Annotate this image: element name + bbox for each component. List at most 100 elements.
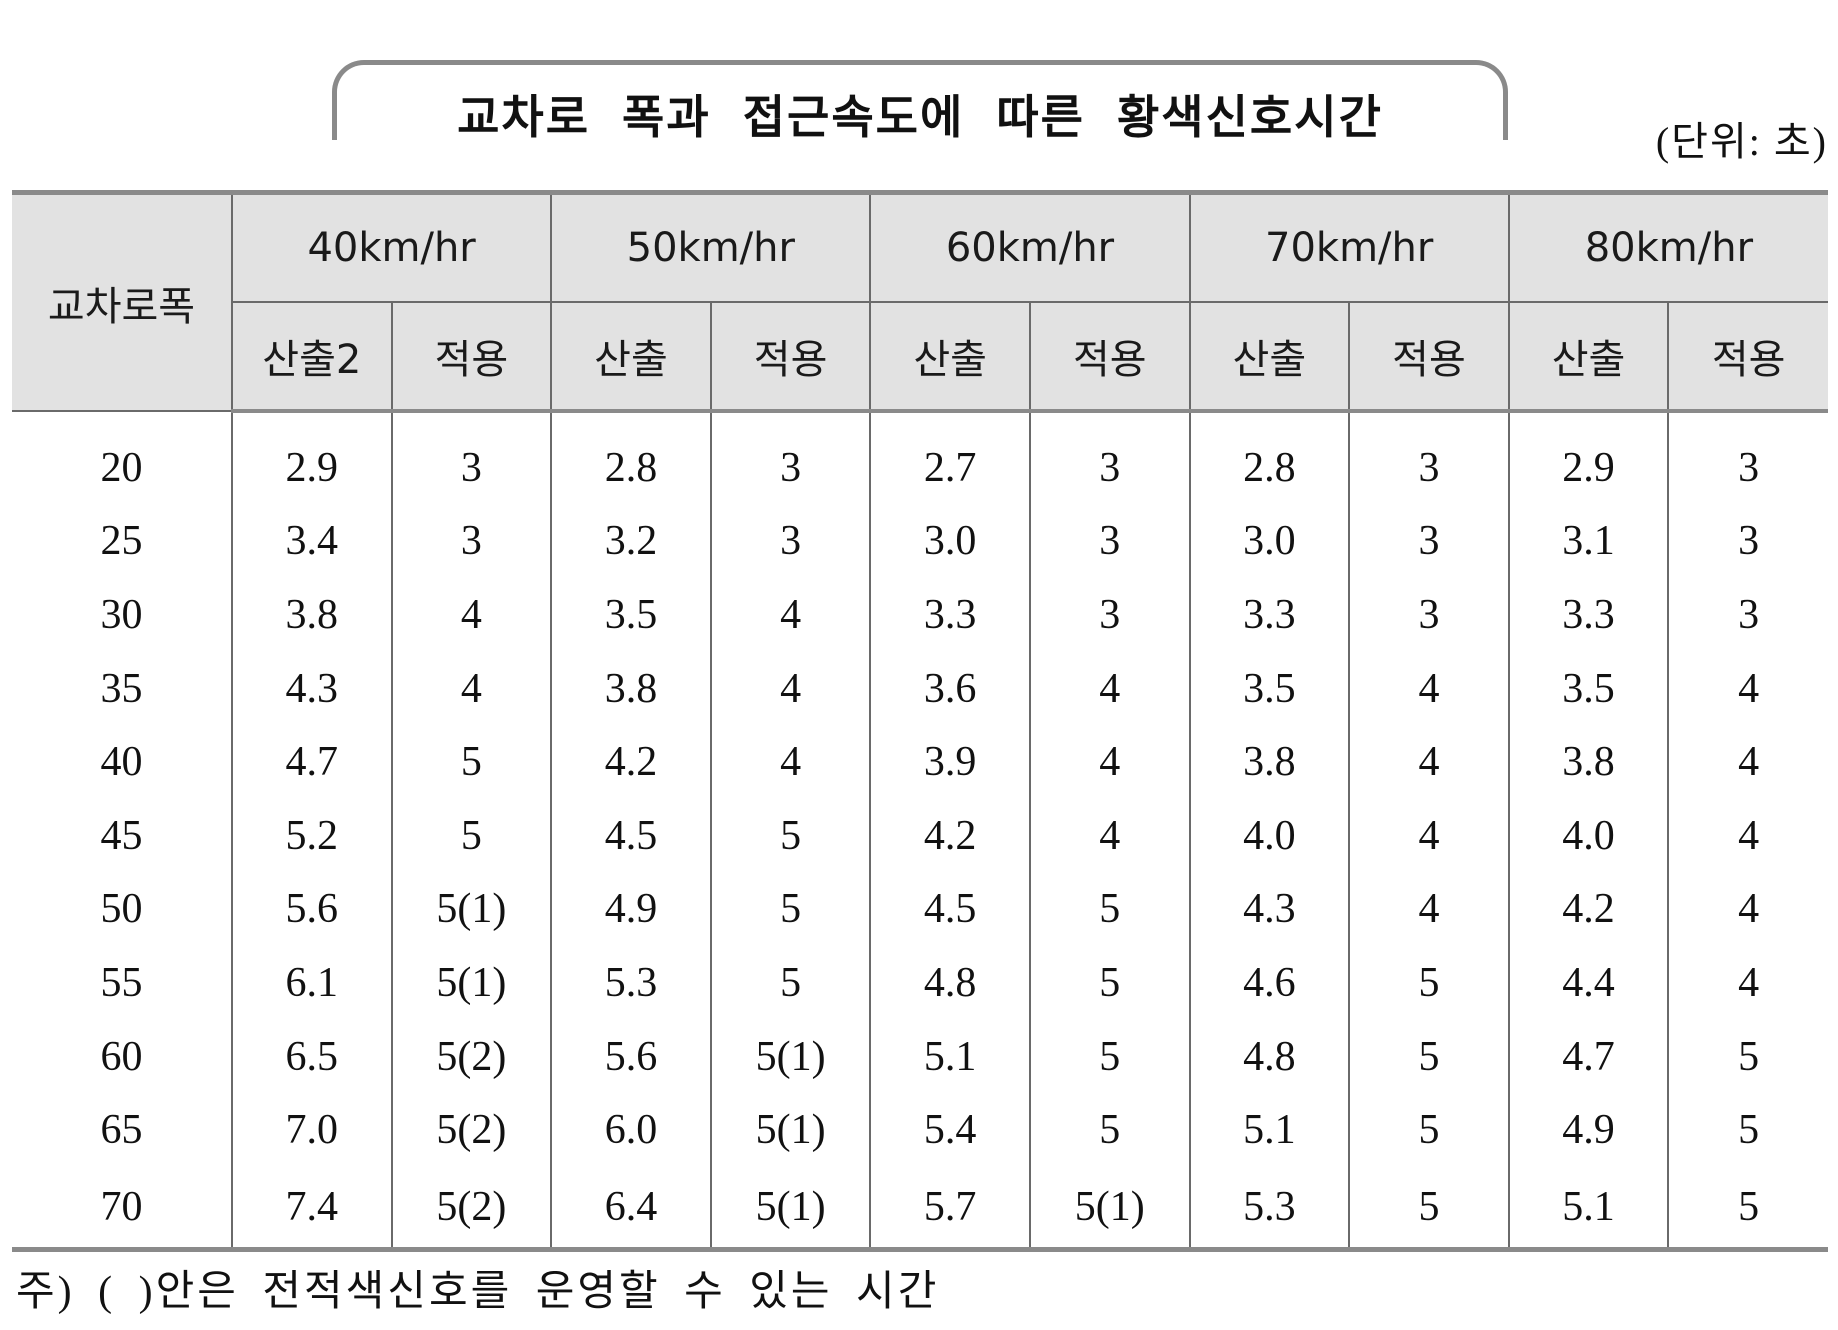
sub-header-applied: 적용 — [709, 302, 872, 413]
applied-value-cell: 3 — [709, 431, 872, 505]
width-cell: 50 — [12, 872, 233, 947]
speed-header: 40km/hr — [230, 190, 553, 303]
applied-value-cell: 5 — [1028, 1093, 1191, 1167]
table-row: 45 5.2 5 4.5 5 4.2 4 4.0 4 4.0 4 — [12, 798, 1828, 873]
table-row: 40 4.7 5 4.2 4 3.9 4 3.8 4 3.8 4 — [12, 725, 1828, 799]
sub-header-applied: 적용 — [1028, 302, 1191, 413]
speed-header: 50km/hr — [550, 190, 872, 303]
calc-value-cell: 5.1 — [869, 1019, 1031, 1094]
calc-value-cell: 3.5 — [1507, 651, 1670, 726]
calc-value-cell: 4.8 — [1188, 1019, 1351, 1094]
spacer-cell — [550, 411, 712, 431]
applied-value-cell: 3 — [1028, 431, 1191, 505]
calc-value-cell: 3.6 — [869, 651, 1031, 726]
calc-value-cell: 5.6 — [550, 1019, 712, 1094]
applied-value-cell: 4 — [1028, 651, 1191, 726]
title-frame — [332, 60, 1508, 140]
calc-value-cell: 3.5 — [1188, 651, 1351, 726]
applied-value-cell: 5 — [1348, 1019, 1510, 1094]
applied-value-cell: 3 — [1348, 578, 1510, 652]
calc-value-cell: 4.7 — [231, 725, 393, 799]
calc-value-cell: 4.5 — [550, 798, 712, 873]
calc-value-cell: 3.4 — [231, 504, 393, 579]
spacer-cell — [709, 411, 872, 431]
speed-header: 80km/hr — [1507, 190, 1828, 303]
applied-value-cell: 5(1) — [1028, 1166, 1191, 1252]
applied-value-cell: 5(1) — [390, 946, 553, 1020]
applied-value-cell: 4 — [390, 651, 553, 726]
calc-value-cell: 3.9 — [869, 725, 1031, 799]
table-row: 55 6.1 5(1) 5.3 5 4.8 5 4.6 5 4.4 4 — [12, 946, 1828, 1020]
calc-value-cell: 3.1 — [1507, 504, 1670, 579]
applied-value-cell: 5(1) — [709, 1019, 872, 1094]
applied-value-cell: 4 — [1348, 725, 1510, 799]
width-cell: 35 — [12, 651, 233, 726]
table-row: 35 4.3 4 3.8 4 3.6 4 3.5 4 3.5 4 — [12, 651, 1828, 726]
spacer-cell — [869, 411, 1031, 431]
table-row: 25 3.4 3 3.2 3 3.0 3 3.0 3 3.1 3 — [12, 504, 1828, 579]
speed-header: 70km/hr — [1188, 190, 1510, 303]
calc-value-cell: 5.2 — [231, 798, 393, 873]
width-cell: 55 — [12, 946, 233, 1020]
applied-value-cell: 4 — [1028, 798, 1191, 873]
applied-value-cell: 3 — [390, 504, 553, 579]
width-header: 교차로폭 — [12, 190, 233, 412]
applied-value-cell: 4 — [1667, 651, 1828, 726]
applied-value-cell: 4 — [1667, 872, 1828, 947]
applied-value-cell: 3 — [1348, 431, 1510, 505]
spacer-cell — [1507, 411, 1670, 431]
sub-header-calc: 산출 — [1507, 302, 1670, 413]
table-row: 70 7.4 5(2) 6.4 5(1) 5.7 5(1) 5.3 5 5.1 5 — [12, 1166, 1828, 1252]
applied-value-cell: 4 — [709, 651, 872, 726]
spacer-cell — [1188, 411, 1351, 431]
calc-value-cell: 5.6 — [231, 872, 393, 947]
table-row: 20 2.9 3 2.8 3 2.7 3 2.8 3 2.9 3 — [12, 431, 1828, 505]
unit-note: (단위: 초) — [1655, 119, 1828, 164]
calc-value-cell: 7.4 — [231, 1166, 393, 1252]
calc-value-cell: 4.9 — [550, 872, 712, 947]
applied-value-cell: 3 — [1348, 504, 1510, 579]
speed-header: 60km/hr — [869, 190, 1191, 303]
applied-value-cell: 5(1) — [709, 1093, 872, 1167]
calc-value-cell: 4.9 — [1507, 1093, 1670, 1167]
calc-value-cell: 4.5 — [869, 872, 1031, 947]
applied-value-cell: 4 — [1667, 725, 1828, 799]
calc-value-cell: 6.1 — [231, 946, 393, 1020]
applied-value-cell: 5 — [1667, 1093, 1828, 1167]
table-row: 60 6.5 5(2) 5.6 5(1) 5.1 5 4.8 5 4.7 5 — [12, 1019, 1828, 1094]
calc-value-cell: 2.9 — [231, 431, 393, 505]
calc-value-cell: 4.4 — [1507, 946, 1670, 1020]
calc-value-cell: 4.2 — [1507, 872, 1670, 947]
applied-value-cell: 5 — [1667, 1019, 1828, 1094]
spacer-row — [12, 411, 1828, 431]
calc-value-cell: 2.7 — [869, 431, 1031, 505]
applied-value-cell: 4 — [390, 578, 553, 652]
table-row: 50 5.6 5(1) 4.9 5 4.5 5 4.3 4 4.2 4 — [12, 872, 1828, 947]
calc-value-cell: 3.2 — [550, 504, 712, 579]
calc-value-cell: 5.1 — [1507, 1166, 1670, 1252]
applied-value-cell: 5(2) — [390, 1166, 553, 1252]
applied-value-cell: 3 — [390, 431, 553, 505]
calc-value-cell: 5.3 — [1188, 1166, 1351, 1252]
sub-header-calc: 산출 — [869, 302, 1031, 413]
calc-value-cell: 4.0 — [1507, 798, 1670, 873]
applied-value-cell: 5 — [390, 798, 553, 873]
applied-value-cell: 5 — [709, 946, 872, 1020]
yellow-signal-table: 교차로폭 40km/hr 50km/hr 60km/hr 70km/hr 80k… — [12, 190, 1828, 1252]
calc-value-cell: 5.7 — [869, 1166, 1031, 1252]
applied-value-cell: 5(2) — [390, 1019, 553, 1094]
width-cell: 40 — [12, 725, 233, 799]
calc-value-cell: 3.0 — [869, 504, 1031, 579]
applied-value-cell: 4 — [1348, 798, 1510, 873]
spacer-cell — [1348, 411, 1510, 431]
sub-header-applied: 적용 — [390, 302, 553, 413]
spacer-cell — [231, 411, 393, 431]
speed-header-row: 교차로폭 40km/hr 50km/hr 60km/hr 70km/hr 80k… — [12, 190, 1828, 412]
calc-value-cell: 4.3 — [231, 651, 393, 726]
calc-value-cell: 3.5 — [550, 578, 712, 652]
calc-value-cell: 7.0 — [231, 1093, 393, 1167]
spacer-cell — [1028, 411, 1191, 431]
applied-value-cell: 5(1) — [709, 1166, 872, 1252]
applied-value-cell: 3 — [1028, 504, 1191, 579]
applied-value-cell: 5 — [709, 798, 872, 873]
